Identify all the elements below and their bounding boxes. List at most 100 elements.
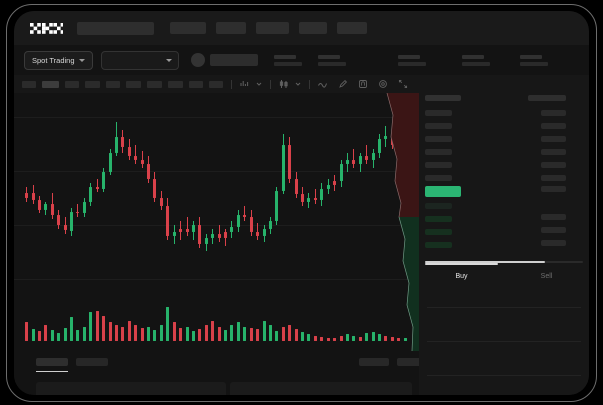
orderbook-ask-row[interactable] [425,162,452,168]
indicators-icon[interactable] [240,79,250,89]
volume-bar [262,321,266,341]
chevron-down-icon[interactable] [295,79,301,89]
order-panel: Buy Sell [419,75,589,395]
volume-bar [397,337,401,341]
volume-bar [198,328,202,341]
nav-item-1[interactable] [170,22,206,34]
volume-bar [384,335,388,341]
volume-bar [108,322,112,341]
stat-24h-volume [519,54,548,66]
market-subheader: Spot Trading [14,45,589,75]
timeframe-7[interactable] [147,80,162,88]
pencil-icon[interactable] [338,79,348,89]
search-input[interactable] [77,21,154,35]
bottom-tab-1[interactable] [36,358,68,366]
orderbook-size-row [541,175,566,181]
bottom-panel-box-left[interactable] [36,382,226,395]
timeframe-1[interactable] [22,80,36,88]
volume-bar [134,324,138,341]
orderbook-ask-row[interactable] [425,175,452,181]
timeframe-6[interactable] [126,80,141,88]
timeframe-2[interactable] [42,80,59,88]
orderbook-size-row [541,162,566,168]
magnet-icon[interactable] [358,79,368,89]
volume-bar [166,307,170,341]
tab-sell[interactable]: Sell [504,263,589,289]
volume-bar [25,322,29,341]
chevron-down-icon[interactable] [256,79,262,89]
timeframe-10[interactable] [209,80,223,88]
volume-bar [140,327,144,341]
trading-mode-label: Spot Trading [32,55,75,65]
volume-bar [301,332,305,341]
orderbook-size-row [541,227,566,233]
trading-mode-button[interactable]: Spot Trading [24,50,93,70]
volume-bar [281,326,285,341]
nav-item-4[interactable] [299,22,327,34]
order-book[interactable] [419,93,589,263]
device-body: Spot Trading [14,11,589,395]
orderbook-bid-row[interactable] [425,242,452,248]
nav-item-3[interactable] [256,22,289,34]
volume-bar [179,327,183,341]
volume-bar [256,328,260,341]
tab-buy[interactable]: Buy [419,263,504,289]
volume-bar [191,331,195,341]
fullscreen-icon[interactable] [398,79,408,89]
stat-24h-low [461,54,490,66]
orderbook-mid-price-row[interactable] [425,186,461,197]
stat-last-price [273,54,302,66]
orderbook-scrollbar[interactable] [425,261,545,263]
volume-bar [70,316,74,341]
orderbook-ask-row[interactable] [425,110,452,116]
nav-item-5[interactable] [337,22,367,34]
orderbook-size-row [541,240,566,246]
orderbook-ask-row[interactable] [425,136,452,142]
top-navigation-bar [14,11,589,45]
toolbar-divider [309,79,310,89]
orderbook-ask-row[interactable] [425,95,461,101]
order-price-field[interactable] [427,307,581,308]
orderbook-bid-row[interactable] [425,203,452,209]
orderbook-size-row [541,149,566,155]
volume-bar [76,330,80,341]
timeframe-8[interactable] [168,80,183,88]
order-amount-field[interactable] [427,341,581,342]
volume-bar [390,336,394,341]
volume-bar [275,331,279,341]
timeframe-4[interactable] [85,80,100,88]
volume-bar [249,327,253,341]
bottom-tab-2[interactable] [76,358,108,366]
bottom-action-1[interactable] [359,358,389,366]
nav-item-2[interactable] [216,22,246,34]
settings-icon[interactable] [378,79,388,89]
toolbar-divider [270,79,271,89]
price-chart[interactable] [14,93,419,351]
orderbook-ask-row[interactable] [425,123,452,129]
volume-bar [204,324,208,341]
bottom-action-2[interactable] [397,358,427,366]
orderbook-size-row [541,136,566,142]
timeframe-5[interactable] [106,80,120,88]
volume-bar [57,333,61,341]
orderbook-bid-row[interactable] [425,229,452,235]
app-screen: Spot Trading [14,11,589,395]
volume-bar [37,331,41,341]
timeframe-3[interactable] [65,80,79,88]
volume-bar [230,324,234,341]
orderbook-bid-row[interactable] [425,216,452,222]
volume-series [24,305,409,341]
orderbook-ask-row[interactable] [425,149,452,155]
line-chart-icon[interactable] [318,79,328,89]
volume-bar [224,330,228,341]
okx-logo-icon[interactable] [30,22,63,34]
bottom-panel-box-right[interactable] [230,382,412,395]
pair-select[interactable] [100,50,179,70]
toolbar-divider [231,79,232,89]
order-total-field[interactable] [427,375,581,376]
timeframe-9[interactable] [189,80,203,88]
chart-type-icon[interactable] [279,79,289,89]
volume-bar [159,324,163,341]
volume-bar [288,324,292,341]
